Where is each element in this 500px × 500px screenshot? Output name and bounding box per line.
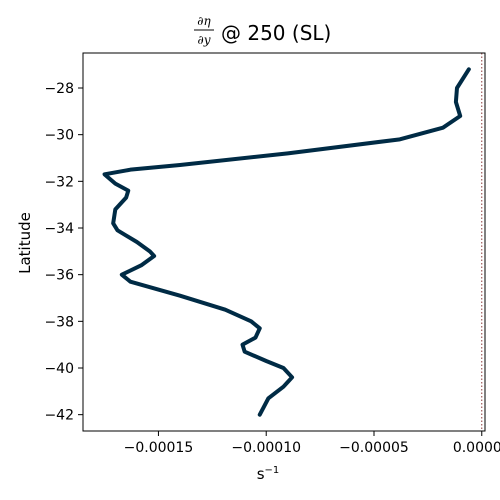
title-fraction-numerator: ∂η [197, 14, 211, 28]
y-tick-label: −40 [44, 361, 74, 377]
title-fraction-denominator: ∂y [198, 33, 211, 47]
axes-frame [82, 52, 486, 432]
x-axis-ticks: −0.00015 −0.00010 −0.00005 0.00000 [124, 431, 500, 456]
y-tick-label: −42 [44, 408, 74, 424]
y-tick-label: −34 [44, 221, 74, 237]
chart-title: ∂η ∂y @ 250 (SL) [194, 14, 331, 47]
y-axis-ticks: −28 −30 −32 −34 −36 −38 −40 −42 [44, 81, 83, 424]
plot-area [102, 53, 483, 431]
chart-title-text: @ 250 (SL) [221, 21, 331, 45]
y-axis-label: Latitude [16, 212, 34, 274]
y-tick-label: −36 [44, 268, 74, 284]
x-tick-label: −0.00010 [231, 440, 301, 456]
y-tick-label: −28 [44, 81, 74, 97]
series-line [102, 67, 471, 417]
y-tick-label: −30 [44, 128, 74, 144]
y-tick-label: −38 [44, 314, 74, 330]
x-axis-label: s−1 [257, 465, 280, 483]
x-tick-label: 0.00000 [453, 440, 500, 456]
x-tick-label: −0.00015 [124, 440, 194, 456]
y-tick-label: −32 [44, 174, 74, 190]
x-tick-label: −0.00005 [339, 440, 409, 456]
